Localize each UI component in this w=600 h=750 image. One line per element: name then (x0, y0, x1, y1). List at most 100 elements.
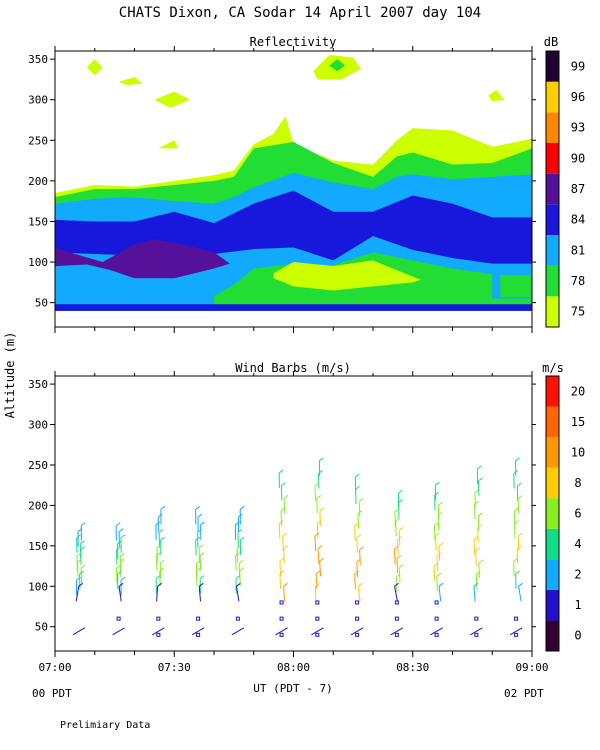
wind-profile (275, 469, 289, 637)
wind-barb-flag (433, 562, 439, 567)
wind-colorbar-swatch (546, 559, 559, 590)
wind-barb-flag (397, 536, 402, 541)
wind-barb-flag (117, 570, 122, 575)
wind-barb-low (509, 627, 523, 636)
wind-barb-shaft (315, 573, 318, 589)
wind-calm-marker (394, 632, 399, 637)
wind-barb-shaft (478, 562, 480, 578)
wind-profile (470, 465, 484, 637)
wind-calm-marker (196, 632, 201, 637)
wind-barb-flag (155, 521, 161, 526)
wind-calm-marker (514, 616, 519, 621)
reflectivity-colorbar-swatch (546, 173, 559, 205)
wind-barb-flag (76, 534, 81, 539)
wind-barb-flag (278, 519, 284, 524)
wind-profile (390, 489, 404, 637)
reflectivity-colorbar-label: 90 (571, 151, 585, 165)
wind-profile (152, 506, 166, 637)
wind-barb-flag (77, 528, 83, 533)
wind-barb-shaft (516, 548, 519, 564)
wind-barb-flag (236, 544, 242, 549)
wind-barb-shaft (280, 510, 283, 526)
wind-calm-marker (394, 600, 399, 605)
wind-barb-flag (196, 567, 201, 572)
wind-barb-flag (395, 517, 400, 522)
wind-barb-flag (355, 485, 360, 490)
wind-barb-flag (236, 582, 241, 587)
wind-barb-shaft (473, 586, 476, 602)
reflectivity-colorbar-label: 84 (571, 213, 585, 227)
reflectivity-colorbar-swatch (546, 112, 559, 143)
reflectivity-colorbar-swatch (546, 143, 559, 174)
wind-barb-shaft (354, 574, 356, 590)
wind-calm-marker (434, 616, 439, 621)
wind-barb-low (152, 627, 165, 636)
reflectivity-patch-75 (86, 59, 103, 76)
wind-barb-flag (315, 582, 320, 587)
wind-barb-flag (79, 540, 85, 545)
wind-barb-flag (76, 576, 81, 581)
wind-barb-flag (198, 582, 204, 587)
wind-barb-flag (197, 513, 203, 518)
reflectivity-colorbar-label: 78 (571, 274, 585, 288)
wind-barb-shaft (356, 537, 358, 553)
wind-barb-flag (78, 582, 84, 587)
wind-barb-flag (476, 571, 481, 575)
wind-barb-shaft (396, 558, 399, 574)
reflectivity-units: dB (544, 35, 558, 49)
wind-barb-flag (120, 534, 126, 539)
reflectivity-region-75 (273, 260, 421, 291)
wind-calm-marker (434, 632, 439, 637)
wind-colorbar-swatch (546, 589, 559, 621)
wind-barb-flag (473, 582, 479, 587)
reflectivity-colorbar-label: 87 (571, 182, 585, 196)
wind-barb-flag (200, 521, 205, 526)
wind-barb-flag (80, 522, 86, 527)
wind-barb-flag (436, 572, 442, 577)
wind-colorbar-label: 0 (574, 629, 581, 643)
wind-barb-flag (199, 575, 205, 580)
wind-barbs-panel: Wind Barbs (m/s) m/s 5010015020025030035… (28, 361, 585, 674)
wind-barb-flag (199, 552, 205, 556)
wind-barb-flag (435, 532, 440, 537)
wind-barb-flag (279, 557, 285, 562)
wind-barb-flag (438, 502, 443, 506)
wind-barb-flag (476, 465, 482, 470)
wind-calm-marker (116, 616, 121, 621)
wind-colorbar-swatch (546, 620, 559, 651)
reflectivity-colorbar-swatch (546, 235, 559, 266)
wind-barb-shaft (316, 498, 318, 514)
time-tick-label: 08:00 (277, 661, 310, 674)
wind-barb-shaft (119, 562, 122, 578)
wind-barb-flag (438, 542, 444, 547)
wind-barb-flag (513, 470, 519, 474)
wind-barb-flag (478, 477, 483, 482)
wind-barb-flag (157, 513, 163, 518)
wind-barb-flag (478, 559, 484, 564)
reflectivity-colorbar-label: 99 (571, 59, 585, 73)
x-right-subtitle: 02 PDT (504, 687, 544, 700)
wind-barb-flag (80, 564, 86, 569)
wind-barb-low (430, 627, 443, 636)
wind-profile (430, 481, 444, 637)
wind-barb-shaft (356, 562, 359, 578)
x-axis-label: UT (PDT - 7) (253, 682, 332, 695)
wind-barb-flag (475, 547, 480, 552)
wind-barb-flag (398, 489, 403, 494)
wind-barb-low (275, 627, 288, 636)
wind-barb-shaft (314, 536, 317, 552)
wind-calm-marker (156, 616, 161, 621)
wind-profile (72, 522, 86, 636)
wind-barb-flag (354, 522, 359, 527)
wind-barb-shaft (118, 586, 122, 602)
wind-colorbar-swatch (546, 376, 559, 407)
wind-barb-shaft (283, 548, 285, 564)
wind-barb-shaft (433, 525, 436, 541)
wind-barb-flag (197, 529, 202, 533)
wind-barb-flag (280, 507, 286, 512)
wind-profile (350, 473, 364, 637)
wind-barb-flag (314, 532, 320, 537)
wind-barb-low (231, 627, 245, 636)
wind-barb-flag (437, 512, 443, 516)
wind-barb-flag (517, 495, 523, 499)
